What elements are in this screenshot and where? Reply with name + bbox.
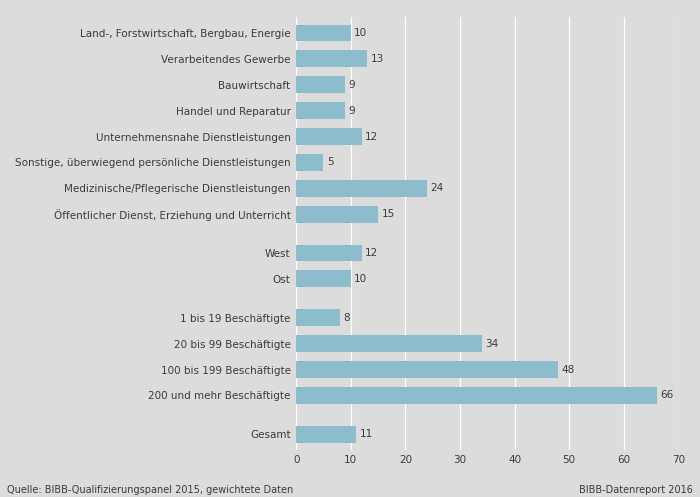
Text: 8: 8 xyxy=(343,313,350,323)
Bar xyxy=(296,309,340,326)
Bar xyxy=(296,270,351,287)
Bar xyxy=(296,154,323,171)
Bar xyxy=(296,51,368,67)
Text: 9: 9 xyxy=(349,106,355,116)
Text: 66: 66 xyxy=(660,390,673,401)
Text: 24: 24 xyxy=(430,183,444,193)
Text: BIBB-Datenreport 2016: BIBB-Datenreport 2016 xyxy=(579,485,693,495)
Bar xyxy=(296,25,351,41)
Bar xyxy=(296,426,356,443)
Bar xyxy=(296,335,482,352)
Text: 34: 34 xyxy=(485,338,498,348)
Text: 10: 10 xyxy=(354,28,368,38)
Bar xyxy=(296,128,362,145)
Text: 12: 12 xyxy=(365,248,378,258)
Text: 48: 48 xyxy=(561,364,575,375)
Bar xyxy=(296,180,427,197)
Bar xyxy=(296,387,657,404)
Text: 13: 13 xyxy=(370,54,384,64)
Bar xyxy=(296,206,378,223)
Bar xyxy=(296,361,559,378)
Text: Quelle: BIBB-Qualifizierungspanel 2015, gewichtete Daten: Quelle: BIBB-Qualifizierungspanel 2015, … xyxy=(7,485,293,495)
Text: 12: 12 xyxy=(365,132,378,142)
Text: 11: 11 xyxy=(360,429,373,439)
Text: 15: 15 xyxy=(382,209,395,219)
Bar xyxy=(296,77,345,93)
Bar xyxy=(296,245,362,261)
Text: 10: 10 xyxy=(354,274,368,284)
Text: 9: 9 xyxy=(349,80,355,90)
Bar xyxy=(296,102,345,119)
Text: 5: 5 xyxy=(327,158,333,167)
